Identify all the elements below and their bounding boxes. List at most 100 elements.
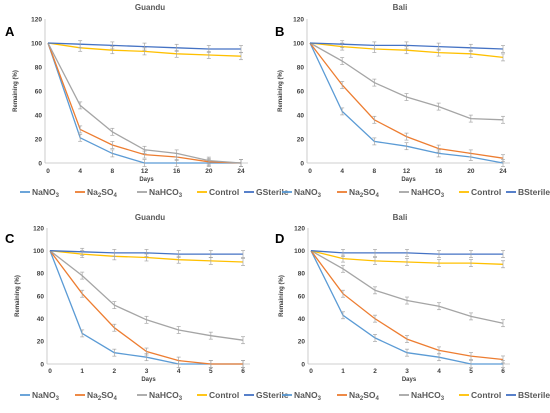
x-tick-label: 5 xyxy=(209,368,213,375)
x-tick-label: 1 xyxy=(341,368,345,375)
legend-label-text: BSterile xyxy=(518,187,550,197)
error-bar xyxy=(501,154,505,163)
legend-label-subscript: 3 xyxy=(56,396,60,402)
x-tick-label: 0 xyxy=(48,368,52,375)
error-bar xyxy=(468,114,473,123)
legend: NaNO3 Na2SO4 NaHCO3 Control BSterile xyxy=(282,390,550,402)
legend-item: Control xyxy=(197,390,239,400)
legend-label: Control xyxy=(471,390,501,400)
error-bar xyxy=(341,289,345,298)
error-bar xyxy=(142,159,147,167)
panel-title: Guandu xyxy=(135,3,165,12)
error-bar xyxy=(501,45,505,53)
panel-title: Bali xyxy=(393,3,408,12)
error-bar xyxy=(80,247,85,256)
legend-item: BSterile xyxy=(506,390,550,400)
error-bar xyxy=(206,45,211,53)
error-bar xyxy=(241,258,245,266)
error-bar xyxy=(501,250,505,258)
error-bar xyxy=(469,360,473,368)
error-bar xyxy=(405,348,409,357)
series-line-0 xyxy=(49,250,243,365)
legend-label-subscript: 4 xyxy=(114,193,118,199)
x-axis-label: Days xyxy=(401,177,416,183)
x-tick-label: 3 xyxy=(405,368,409,375)
y-axis-label: Remaining (%) xyxy=(278,70,284,112)
x-tick-label: 2 xyxy=(113,368,117,375)
y-tick-label: 60 xyxy=(37,293,45,300)
legend-label: Control xyxy=(209,187,239,197)
error-bar xyxy=(437,346,441,355)
legend-label: NaHCO3 xyxy=(149,187,183,199)
error-bar xyxy=(340,107,345,116)
legend-label: NaNO3 xyxy=(32,390,60,402)
legend-label-text: Control xyxy=(209,390,239,400)
x-tick-label: 4 xyxy=(340,168,344,175)
error-bar xyxy=(174,149,179,158)
error-bar xyxy=(241,336,245,345)
error-bar xyxy=(468,43,473,52)
y-tick-label: 20 xyxy=(297,136,305,143)
legend-item: Control xyxy=(459,187,501,197)
x-tick-label: 4 xyxy=(177,368,181,375)
y-tick-label: 120 xyxy=(31,16,42,23)
y-tick-label: 20 xyxy=(298,339,306,346)
legend-item: NaHCO3 xyxy=(137,187,183,199)
legend-label: NaNO3 xyxy=(294,187,322,199)
legend-label-text: Na xyxy=(87,390,98,400)
legend-label: BSterile xyxy=(518,390,550,400)
error-bar xyxy=(80,289,85,298)
y-tick-label: 20 xyxy=(35,136,43,143)
legend-label-text: Na xyxy=(349,390,360,400)
legend-item: GSterile xyxy=(244,390,289,400)
x-tick-label: 5 xyxy=(469,368,473,375)
y-tick-label: 0 xyxy=(38,160,42,167)
error-bar xyxy=(437,259,441,267)
error-bar xyxy=(78,101,83,110)
error-bar xyxy=(241,250,245,258)
legend-label: Control xyxy=(471,187,501,197)
y-tick-label: 120 xyxy=(294,225,305,232)
x-axis-label: Days xyxy=(402,377,417,383)
error-bar xyxy=(80,329,85,338)
error-bar xyxy=(142,145,147,154)
y-tick-label: 80 xyxy=(35,64,43,71)
error-bar xyxy=(405,296,409,305)
series-line-1 xyxy=(47,42,242,164)
legend-item: NaHCO3 xyxy=(137,390,183,402)
legend-label-subscript: 3 xyxy=(441,193,445,199)
panel-d: Bali D 0 20 40 60 80 100 120 0 1 2 3 4 5 6 Days Remaining… xyxy=(275,213,550,402)
legend-item: NaNO3 xyxy=(20,390,60,402)
legend-label-text: SO xyxy=(363,187,376,197)
legend-item: Na2SO4 xyxy=(337,390,380,402)
error-bar xyxy=(208,331,213,340)
y-tick-label: 100 xyxy=(294,248,305,255)
error-bar xyxy=(468,149,473,158)
legend-label-subscript: 2 xyxy=(98,396,102,402)
error-bar xyxy=(372,41,377,50)
error-bar xyxy=(239,159,243,167)
legend: NaNO3 Na2SO4 NaHCO3 Control GSterile xyxy=(20,187,289,199)
error-bar xyxy=(501,319,505,328)
legend-item: NaNO3 xyxy=(20,187,60,199)
y-tick-label: 0 xyxy=(300,160,304,167)
panel-letter: B xyxy=(275,24,284,39)
panel-c: Guandu C 0 20 40 60 80 100 120 0 1 2 3 4 5 6 Days Remaini… xyxy=(5,213,289,402)
error-bar xyxy=(241,360,245,368)
x-tick-label: 1 xyxy=(80,368,84,375)
error-bar xyxy=(176,356,181,365)
series-line-2 xyxy=(47,42,242,164)
y-tick-label: 120 xyxy=(293,16,304,23)
error-bar xyxy=(501,260,505,269)
legend-label: BSterile xyxy=(518,187,550,197)
error-bar xyxy=(501,115,505,124)
y-tick-label: 60 xyxy=(298,293,306,300)
error-bar xyxy=(437,302,441,311)
legend-item: NaHCO3 xyxy=(399,187,445,199)
error-bar xyxy=(112,249,117,257)
legend-label-text: NaHCO xyxy=(411,390,441,400)
legend-label-subscript: 3 xyxy=(179,396,183,402)
legend-item: Na2SO4 xyxy=(75,390,118,402)
